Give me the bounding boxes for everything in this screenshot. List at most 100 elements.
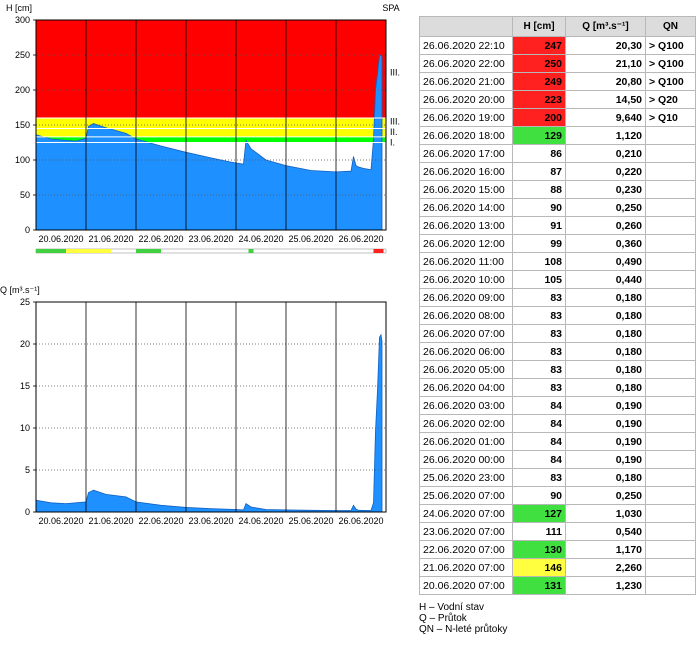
row-h: 83 [512, 468, 566, 487]
table-row: 26.06.2020 15:00 88 0,230 [419, 180, 696, 199]
legend-n: QN – N-leté průtoky [419, 624, 508, 635]
row-h: 86 [512, 144, 566, 163]
row-q: 0,190 [565, 432, 646, 451]
row-h: 250 [512, 54, 566, 73]
table-row: 26.06.2020 07:00 83 0,180 [419, 324, 696, 343]
row-q: 1,120 [565, 126, 646, 145]
row-h: 84 [512, 414, 566, 433]
row-h: 247 [512, 36, 566, 55]
plot-background [36, 302, 386, 512]
row-date: 26.06.2020 01:00 [419, 432, 513, 451]
discharge-chart: 0 5 10 15 20 25 20.06.2020 21.06.2020 22.06.2020… [0, 285, 387, 526]
row-q: 20,80 [565, 72, 646, 91]
row-q: 0,180 [565, 324, 646, 343]
row-date: 26.06.2020 03:00 [419, 396, 513, 415]
row-date: 26.06.2020 04:00 [419, 378, 513, 397]
status-bar-segment [91, 249, 111, 253]
readings-table: H [cm] Q [m³.s⁻¹] QN 26.06.2020 22:10 247… [419, 16, 696, 595]
row-date: 26.06.2020 16:00 [419, 162, 513, 181]
row-date: 26.06.2020 00:00 [419, 450, 513, 469]
row-h: 249 [512, 72, 566, 91]
table-row: 26.06.2020 06:00 83 0,180 [419, 342, 696, 361]
station-label: SPA [382, 3, 399, 13]
row-h: 83 [512, 306, 566, 325]
y-axis-label: Q [m³.s⁻¹] [0, 285, 40, 295]
row-date: 26.06.2020 10:00 [419, 270, 513, 289]
row-n [645, 288, 696, 307]
table-row: 26.06.2020 00:00 84 0,190 [419, 450, 696, 469]
row-h: 129 [512, 126, 566, 145]
row-h: 91 [512, 216, 566, 235]
x-tick-label: 24.06.2020 [238, 234, 283, 244]
x-tick-label: 21.06.2020 [88, 516, 133, 526]
level-label: III. [390, 117, 400, 127]
row-q: 0,180 [565, 288, 646, 307]
row-q: 0,260 [565, 216, 646, 235]
row-date: 26.06.2020 22:00 [419, 54, 513, 73]
x-tick-label: 23.06.2020 [188, 516, 233, 526]
row-h: 127 [512, 504, 566, 523]
table-row: 22.06.2020 07:00 130 1,170 [419, 540, 696, 559]
row-n [645, 504, 696, 523]
y-tick-label: 200 [15, 85, 30, 95]
table-row: 26.06.2020 22:10 247 20,30 > Q100 [419, 36, 696, 55]
x-tick-label: 26.06.2020 [338, 234, 383, 244]
col-header-h: H [cm] [512, 16, 566, 37]
table-row: 20.06.2020 07:00 131 1,230 [419, 576, 696, 595]
x-tick-label: 25.06.2020 [288, 234, 333, 244]
row-h: 84 [512, 450, 566, 469]
table-row: 26.06.2020 12:00 99 0,360 [419, 234, 696, 253]
row-q: 0,230 [565, 180, 646, 199]
row-n [645, 270, 696, 289]
table-row: 25.06.2020 23:00 83 0,180 [419, 468, 696, 487]
y-tick-label: 300 [15, 15, 30, 25]
row-q: 0,190 [565, 414, 646, 433]
row-date: 26.06.2020 11:00 [419, 252, 513, 271]
row-date: 26.06.2020 20:00 [419, 90, 513, 109]
band-iii [36, 118, 386, 129]
table-row: 23.06.2020 07:00 111 0,540 [419, 522, 696, 541]
row-h: 83 [512, 360, 566, 379]
x-tick-label: 20.06.2020 [38, 516, 83, 526]
y-tick-label: 15 [20, 381, 30, 391]
row-n: > Q10 [645, 108, 696, 127]
legend-q: Q – Průtok [419, 613, 467, 624]
row-h: 99 [512, 234, 566, 253]
table-row: 26.06.2020 18:00 129 1,120 [419, 126, 696, 145]
y-tick-label: 50 [20, 190, 30, 200]
legend: H – Vodní stav Q – Průtok QN – N-leté pr… [419, 602, 507, 635]
y-tick-label: 10 [20, 423, 30, 433]
row-n [645, 414, 696, 433]
row-h: 84 [512, 432, 566, 451]
row-n [645, 162, 696, 181]
table-row: 26.06.2020 08:00 83 0,180 [419, 306, 696, 325]
row-h: 131 [512, 576, 566, 595]
row-n [645, 468, 696, 487]
row-n [645, 144, 696, 163]
x-tick-label: 24.06.2020 [238, 516, 283, 526]
row-q: 0,190 [565, 396, 646, 415]
row-n [645, 324, 696, 343]
row-date: 22.06.2020 07:00 [419, 540, 513, 559]
row-n [645, 558, 696, 577]
row-n [645, 234, 696, 253]
table-row: 25.06.2020 07:00 90 0,250 [419, 486, 696, 505]
row-date: 26.06.2020 08:00 [419, 306, 513, 325]
table-row: 26.06.2020 13:00 91 0,260 [419, 216, 696, 235]
row-n [645, 180, 696, 199]
row-date: 26.06.2020 14:00 [419, 198, 513, 217]
row-h: 90 [512, 486, 566, 505]
row-q: 21,10 [565, 54, 646, 73]
row-q: 0,180 [565, 342, 646, 361]
table-row: 26.06.2020 14:00 90 0,250 [419, 198, 696, 217]
table-row: 26.06.2020 09:00 83 0,180 [419, 288, 696, 307]
row-date: 21.06.2020 07:00 [419, 558, 513, 577]
row-n [645, 576, 696, 595]
row-n: > Q100 [645, 36, 696, 55]
row-q: 0,440 [565, 270, 646, 289]
table-header-row: H [cm] Q [m³.s⁻¹] QN [419, 16, 696, 37]
x-tick-label: 25.06.2020 [288, 516, 333, 526]
table-row: 26.06.2020 16:00 87 0,220 [419, 162, 696, 181]
row-date: 26.06.2020 02:00 [419, 414, 513, 433]
status-bar-segment [136, 249, 161, 253]
